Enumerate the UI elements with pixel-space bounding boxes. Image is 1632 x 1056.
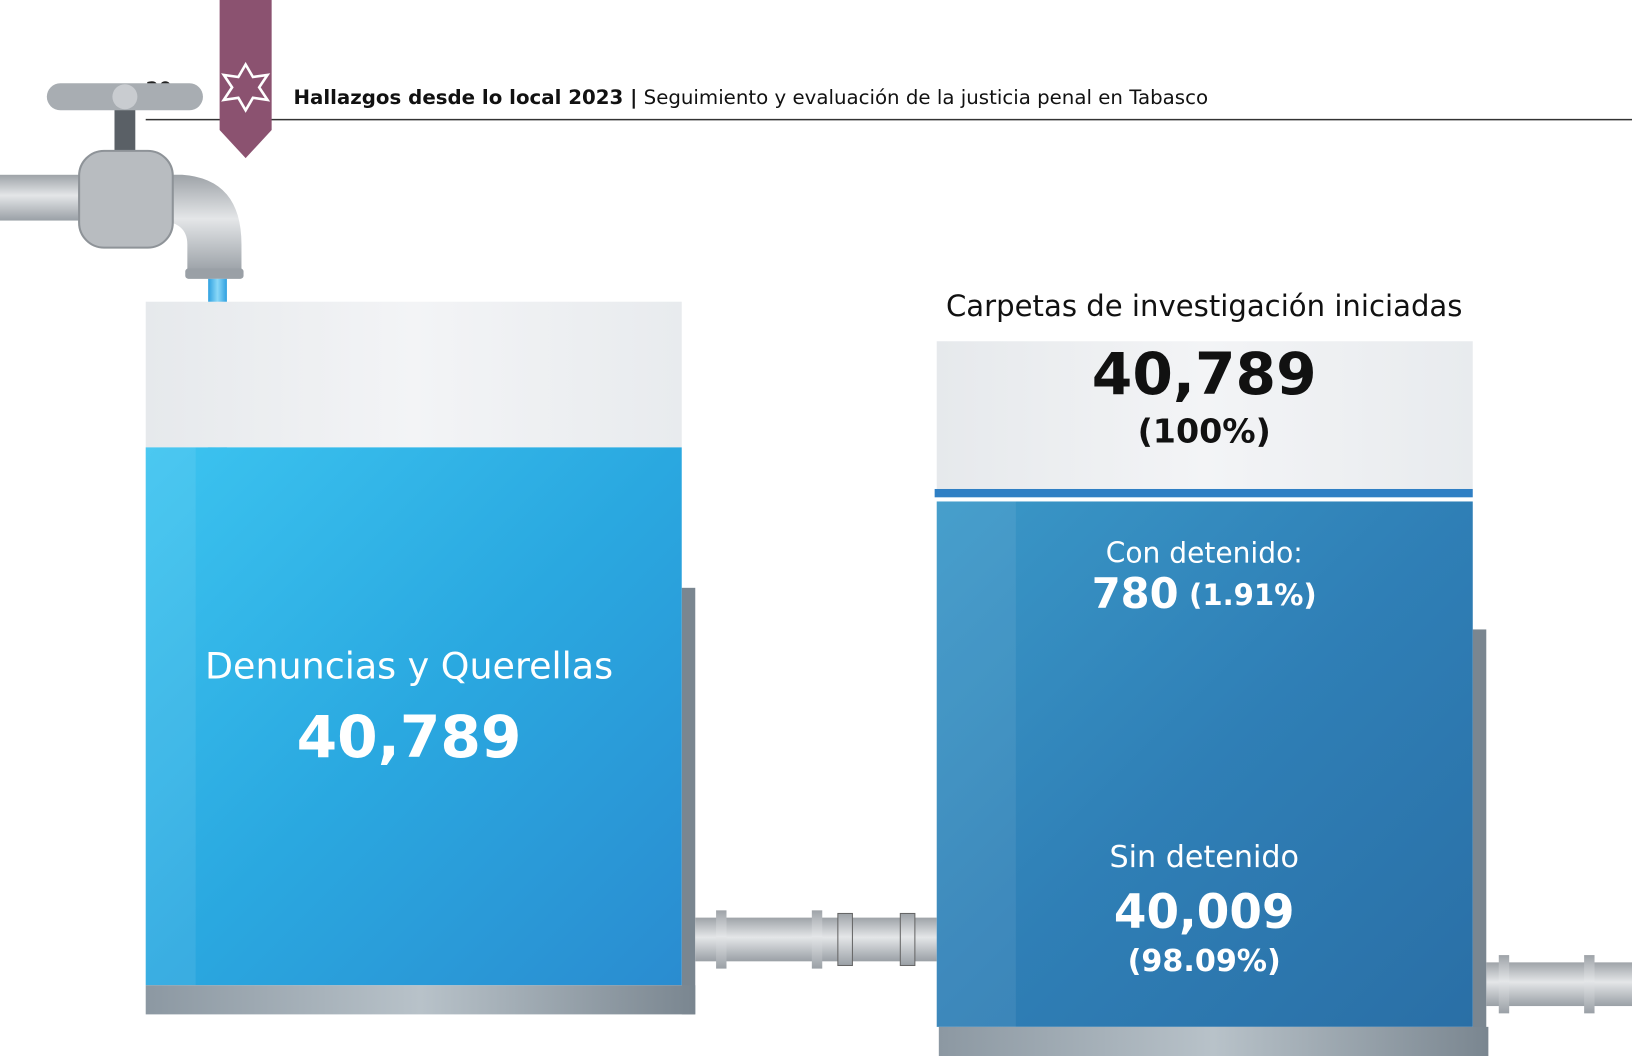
section-value-line: 780 (1.91%) xyxy=(1092,569,1317,618)
section-value: 40,009 xyxy=(1114,886,1295,940)
right-title: Carpetas de investigación iniciadas xyxy=(946,289,1463,323)
right-total-percent: (100%) xyxy=(1138,411,1271,450)
section-percent: (1.91%) xyxy=(1189,578,1317,612)
faucet xyxy=(0,83,244,279)
pipe-middle xyxy=(695,910,937,969)
section-label: Sin detenido xyxy=(1110,840,1299,875)
pipe-right xyxy=(1486,955,1632,1014)
left-tank xyxy=(145,301,696,1015)
header-text: Hallazgos desde lo local 2023 | Seguimien… xyxy=(294,85,1209,108)
section-percent: (98.09%) xyxy=(1128,944,1281,979)
section-value: 780 xyxy=(1092,569,1179,618)
right-total: 40,789 xyxy=(1092,340,1317,408)
left-label: Denuncias y Querellas xyxy=(205,644,613,687)
ribbon-icon xyxy=(221,61,271,113)
right-tank xyxy=(934,341,1489,1056)
left-value: 40,789 xyxy=(297,703,522,771)
section-label: Con detenido: xyxy=(1106,537,1303,570)
header-title: Hallazgos desde lo local 2023 | xyxy=(294,85,638,108)
ribbon xyxy=(219,0,272,159)
header-subtitle: Seguimiento y evaluación de la justicia … xyxy=(644,85,1208,108)
